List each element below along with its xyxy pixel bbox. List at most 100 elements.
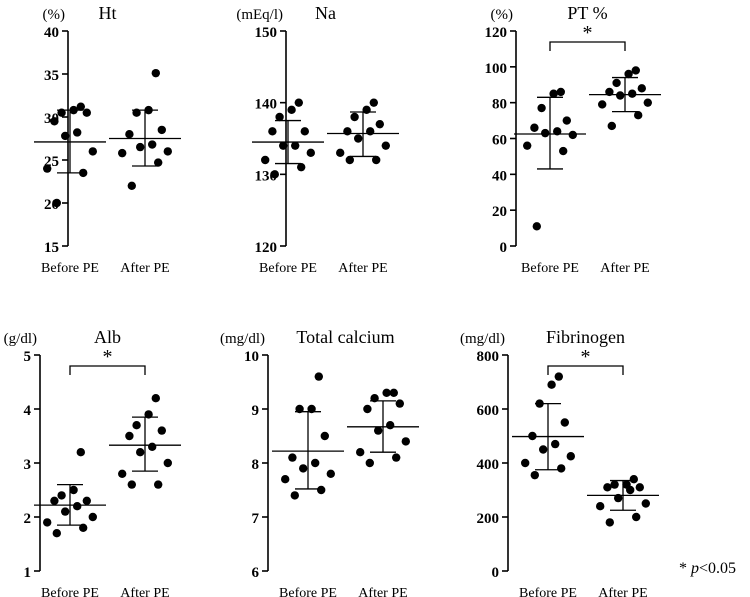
chart-title: PT % xyxy=(567,3,607,23)
series-1 xyxy=(252,98,324,179)
y-tick-label: 20 xyxy=(492,204,507,220)
data-point xyxy=(556,87,565,97)
data-point xyxy=(82,108,92,117)
data-point xyxy=(375,119,384,129)
data-point xyxy=(557,464,566,473)
significance-marker: * xyxy=(583,22,593,44)
data-point xyxy=(603,483,612,492)
series-1 xyxy=(272,372,344,500)
data-point xyxy=(624,69,633,79)
y-tick-label: 60 xyxy=(492,133,507,149)
significance-bracket xyxy=(69,365,146,375)
data-point xyxy=(79,168,88,178)
data-point xyxy=(622,480,631,489)
y-tick-label: 100 xyxy=(485,61,508,77)
data-point xyxy=(641,499,650,508)
data-point xyxy=(326,469,335,478)
data-point xyxy=(369,98,378,107)
series-2 xyxy=(589,66,661,131)
data-point xyxy=(73,502,82,511)
y-tick-label: 200 xyxy=(477,511,500,527)
data-point xyxy=(345,155,354,165)
x-category-label: Before PE xyxy=(519,586,577,597)
data-point xyxy=(311,458,320,468)
data-point xyxy=(350,112,359,122)
data-point xyxy=(88,147,98,156)
data-point xyxy=(392,453,401,462)
data-point xyxy=(50,496,59,505)
series-2 xyxy=(109,68,181,190)
data-point xyxy=(52,198,61,208)
y-axis-unit: (mg/dl) xyxy=(220,331,265,347)
data-point xyxy=(154,158,163,167)
data-point xyxy=(363,404,372,414)
y-tick-label: 15 xyxy=(44,240,59,256)
data-point xyxy=(628,89,637,98)
y-axis-unit: (%) xyxy=(491,7,514,23)
series-1 xyxy=(34,102,106,208)
y-tick-label: 8 xyxy=(252,457,260,473)
data-point xyxy=(401,437,410,446)
data-point xyxy=(136,448,145,457)
data-point xyxy=(154,480,163,489)
data-point xyxy=(643,98,652,107)
x-category-label: After PE xyxy=(338,261,387,276)
series-2 xyxy=(587,475,659,527)
data-point xyxy=(151,68,160,78)
data-point xyxy=(395,399,404,408)
data-point xyxy=(270,170,279,179)
footnote-threshold: <0.05 xyxy=(698,560,736,577)
chart-panel-4: 1 2 3 4 5 (g/dl) Alb Before PE After PE * xyxy=(4,327,181,597)
y-tick-label: 3 xyxy=(24,457,32,473)
data-point xyxy=(598,100,607,109)
data-point xyxy=(562,116,571,125)
y-axis-unit: (%) xyxy=(43,7,66,23)
x-category-label: After PE xyxy=(120,261,169,276)
y-axis-unit: (g/dl) xyxy=(4,331,37,347)
data-point xyxy=(127,480,136,489)
data-point xyxy=(125,130,134,139)
significance-marker: * xyxy=(103,346,113,368)
data-point xyxy=(57,491,66,500)
data-point xyxy=(268,127,277,136)
x-category-label: Before PE xyxy=(41,261,99,276)
data-point xyxy=(537,103,546,113)
y-tick-label: 40 xyxy=(492,168,507,184)
data-point xyxy=(551,439,560,449)
data-point xyxy=(125,431,134,441)
data-point xyxy=(635,483,644,492)
x-category-label: After PE xyxy=(600,261,649,276)
y-tick-label: 6 xyxy=(252,565,260,581)
chart-title: Na xyxy=(315,3,336,23)
data-point xyxy=(69,485,78,495)
y-tick-label: 600 xyxy=(477,403,500,419)
data-point xyxy=(596,502,605,511)
data-point xyxy=(560,418,569,427)
data-point xyxy=(631,66,640,75)
data-point xyxy=(148,442,157,451)
data-point xyxy=(50,117,59,126)
chart-title: Alb xyxy=(94,327,121,347)
data-point xyxy=(279,141,288,150)
data-point xyxy=(118,469,127,478)
y-tick-label: 10 xyxy=(244,349,259,365)
data-point xyxy=(637,84,646,93)
footnote-star: * xyxy=(678,560,687,577)
series-1 xyxy=(512,372,584,480)
chart-panel-6: 0 200 400 600 800 (mg/dl) Fibrinogen Before PE A… xyxy=(460,327,659,597)
y-tick-label: 1 xyxy=(24,565,32,581)
data-point xyxy=(52,529,61,538)
data-point xyxy=(610,480,619,489)
data-point xyxy=(382,388,391,397)
data-point xyxy=(136,142,145,152)
footnote-p: p xyxy=(690,560,699,577)
data-point xyxy=(60,507,70,516)
y-tick-label: 35 xyxy=(44,68,59,84)
y-tick-label: 0 xyxy=(492,565,500,581)
data-point xyxy=(549,89,558,98)
y-tick-label: 2 xyxy=(24,511,32,527)
data-point xyxy=(163,147,172,156)
data-point xyxy=(547,380,556,389)
